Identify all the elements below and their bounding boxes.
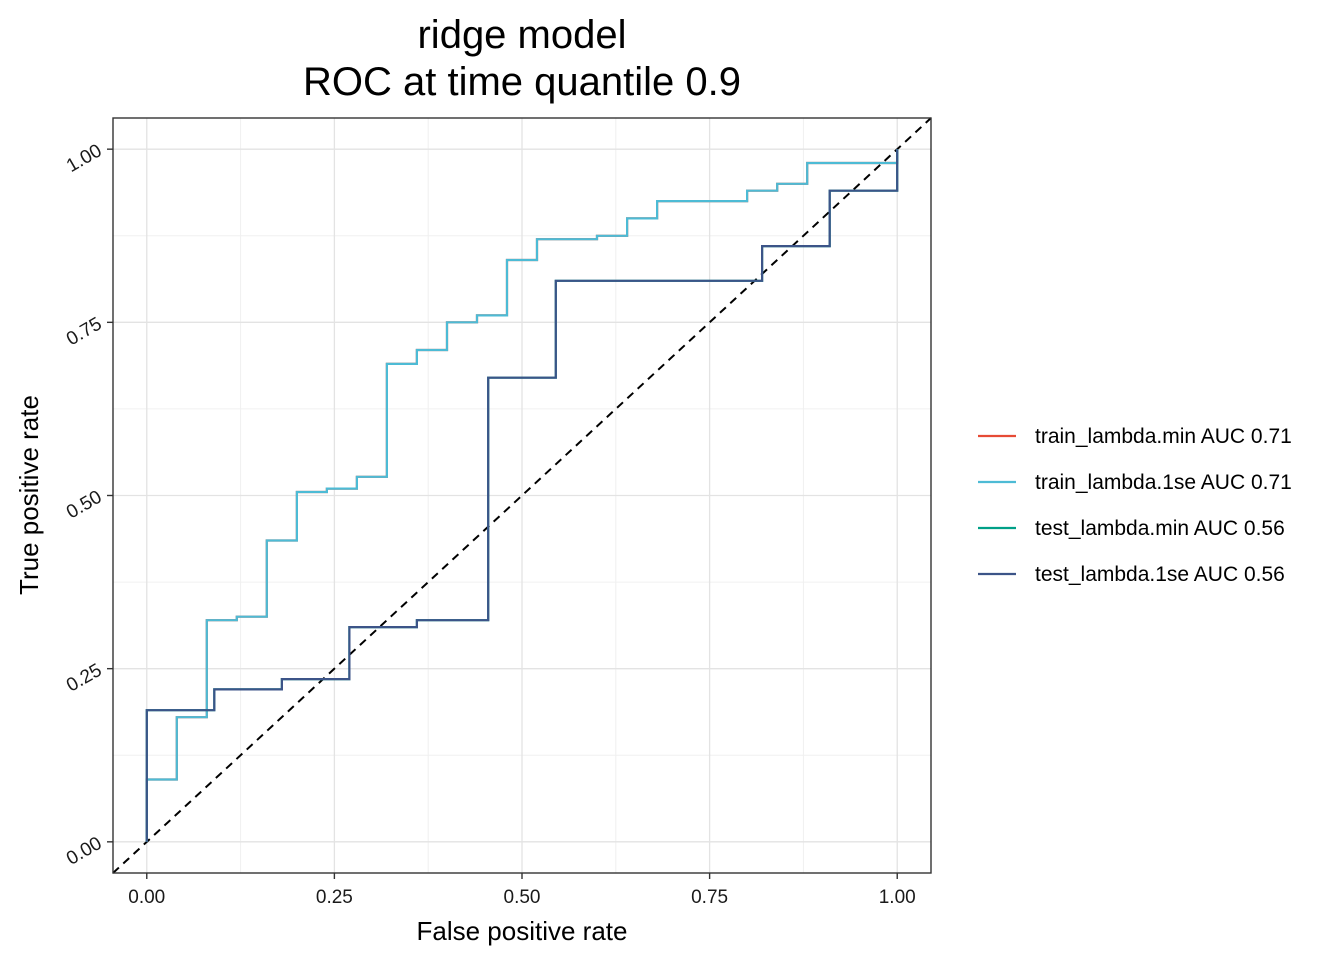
y-axis-title: True positive rate xyxy=(14,395,44,595)
x-tick-label: 0.00 xyxy=(128,887,165,908)
y-tick-label: 0.00 xyxy=(63,833,106,870)
legend-label-4: test_lambda.1se AUC 0.56 xyxy=(1035,563,1285,586)
series-layer xyxy=(145,149,899,842)
series-line-4 xyxy=(145,149,899,842)
x-tick-label: 0.25 xyxy=(316,887,353,908)
y-tick-label: 1.00 xyxy=(63,140,106,177)
chart-title: ridge model xyxy=(417,13,626,57)
grid-layer xyxy=(113,118,931,873)
x-axis-title: False positive rate xyxy=(417,916,628,946)
y-tick-label: 0.75 xyxy=(63,313,106,350)
y-tick-label: 0.25 xyxy=(63,660,106,697)
legend-label-1: train_lambda.min AUC 0.71 xyxy=(1035,425,1292,448)
chart-subtitle: ROC at time quantile 0.9 xyxy=(303,60,741,104)
legend-label-3: test_lambda.min AUC 0.56 xyxy=(1035,517,1285,540)
legend: train_lambda.min AUC 0.71 train_lambda.1s… xyxy=(978,425,1292,586)
x-tick-label: 0.75 xyxy=(691,887,728,908)
tick-layer: 0.00 0.25 0.50 0.75 1.00 0.00 0.25 0.50 0.75 1.00 xyxy=(63,140,916,908)
x-tick-label: 0.50 xyxy=(504,887,541,908)
reference-line-layer xyxy=(112,117,932,874)
series-line-2 xyxy=(145,149,899,842)
x-tick-label: 1.00 xyxy=(879,887,916,908)
diagonal-reference-line xyxy=(112,117,932,874)
y-tick-label: 0.50 xyxy=(63,487,106,524)
legend-label-2: train_lambda.1se AUC 0.71 xyxy=(1035,471,1292,494)
